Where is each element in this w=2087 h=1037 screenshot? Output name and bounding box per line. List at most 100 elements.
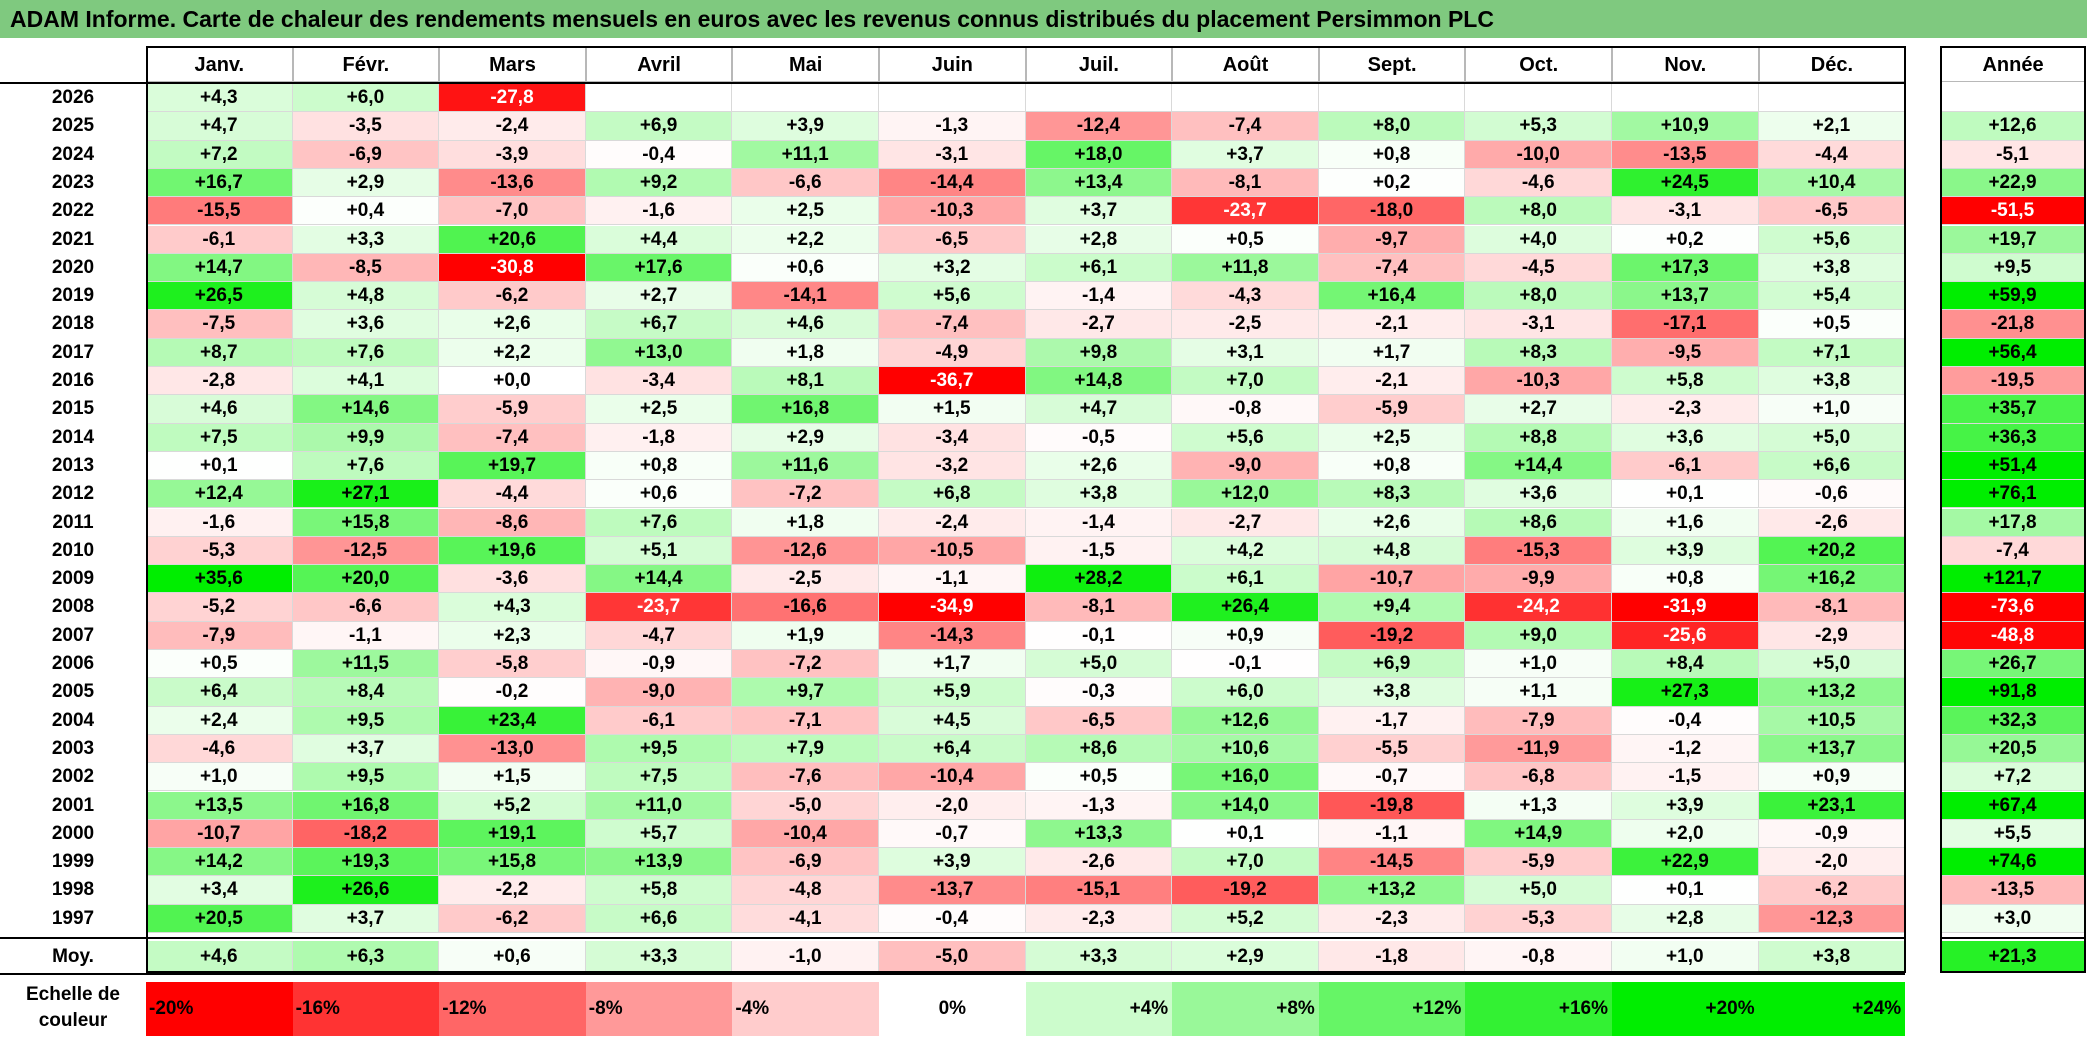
- heatmap-cell: -12,6: [732, 536, 879, 566]
- month-header: Août: [1172, 46, 1319, 82]
- heatmap-cell: -6,8: [1465, 763, 1612, 792]
- heatmap-cell: -4,6: [1465, 168, 1612, 198]
- heatmap-cell: +5,6: [1172, 423, 1319, 452]
- heatmap-cell: +2,7: [1465, 395, 1612, 424]
- heatmap-cell: -4,3: [1172, 282, 1319, 311]
- heatmap-cell: +13,0: [585, 338, 733, 367]
- average-divider-top: [0, 937, 1906, 939]
- heatmap-cell: +11,6: [732, 451, 879, 481]
- heatmap-cell: +1,5: [439, 763, 586, 792]
- heatmap-cell: -6,1: [1612, 451, 1759, 481]
- heatmap-cell: +3,8: [1025, 480, 1173, 509]
- heatmap-cell: +14,4: [585, 565, 733, 594]
- heatmap-cell: +1,0: [146, 763, 293, 792]
- heatmap-cell: +28,2: [1025, 565, 1173, 594]
- year-label: 2023: [51, 171, 95, 193]
- heatmap-cell: +9,5: [585, 734, 733, 764]
- heatmap-cell: -13,6: [439, 168, 586, 198]
- heatmap-cell: -27,8: [439, 84, 586, 113]
- heatmap-cell: -6,6: [732, 168, 879, 198]
- heatmap-cell: +20,6: [439, 225, 586, 254]
- annual-cell: +19,7: [1940, 225, 2086, 254]
- heatmap-cell: +1,3: [1465, 791, 1612, 820]
- annual-cell: +32,3: [1940, 706, 2086, 735]
- heatmap-cell: -5,9: [1465, 848, 1612, 877]
- heatmap-cell: +10,5: [1758, 706, 1906, 735]
- heatmap-cell: +10,9: [1612, 112, 1759, 141]
- heatmap-cell: +3,2: [879, 253, 1026, 283]
- heatmap-cell: +13,7: [1758, 734, 1906, 764]
- heatmap-cell: -23,7: [585, 593, 733, 622]
- heatmap-cell: +5,8: [585, 876, 733, 905]
- heatmap-cell: [1465, 84, 1612, 113]
- heatmap-cell: -1,1: [1318, 819, 1466, 849]
- heatmap-cell: +6,6: [1758, 451, 1906, 481]
- heatmap-cell: -2,9: [1758, 621, 1906, 650]
- heatmap-cell: -0,7: [879, 819, 1026, 849]
- heatmap-cell: +20,5: [146, 904, 293, 933]
- annual-cell: +26,7: [1940, 650, 2086, 679]
- heatmap-cell: +1,1: [1465, 678, 1612, 707]
- heatmap-cell: [1172, 84, 1319, 113]
- heatmap-cell: +1,7: [879, 650, 1026, 679]
- average-cell: +4,6: [146, 941, 293, 973]
- annual-cell: -19,5: [1940, 367, 2086, 396]
- year-label: 2015: [51, 398, 95, 420]
- month-header: Sept.: [1318, 46, 1466, 82]
- heatmap-cell: [1025, 84, 1173, 113]
- heatmap-cell: -10,4: [879, 763, 1026, 792]
- year-label: 2010: [51, 539, 95, 561]
- heatmap-cell: +5,0: [1758, 650, 1906, 679]
- color-scale-label: Echelle de couleur: [26, 984, 120, 1031]
- heatmap-cell: +5,6: [879, 282, 1026, 311]
- heatmap-cell: +9,7: [732, 678, 879, 707]
- heatmap-cell: -1,3: [1025, 791, 1173, 820]
- heatmap-cell: -15,1: [1025, 876, 1173, 905]
- heatmap-cell: +5,9: [879, 678, 1026, 707]
- annual-cell: -21,8: [1940, 310, 2086, 339]
- year-label: 2003: [51, 737, 95, 759]
- average-cell: +3,8: [1758, 941, 1906, 973]
- heatmap-cell: +5,2: [439, 791, 586, 820]
- heatmap-cell: +0,9: [1172, 621, 1319, 650]
- year-label: 2011: [52, 511, 94, 533]
- heatmap-cell: +3,1: [1172, 338, 1319, 367]
- heatmap-cell: -1,5: [1612, 763, 1759, 792]
- heatmap-cell: -0,4: [1612, 706, 1759, 735]
- heatmap-cell: +2,9: [732, 423, 879, 452]
- heatmap-cell: +5,3: [1465, 112, 1612, 141]
- average-cell: +0,6: [439, 941, 586, 973]
- heatmap-cell: +14,6: [292, 395, 440, 424]
- heatmap-cell: -11,9: [1465, 734, 1612, 764]
- heatmap-cell: -13,7: [879, 876, 1026, 905]
- heatmap-cell: +4,6: [146, 395, 293, 424]
- color-scale-swatch: +16%: [1465, 982, 1612, 1036]
- heatmap-cell: -7,5: [146, 310, 293, 339]
- annual-cell: +121,7: [1940, 565, 2086, 594]
- heatmap-cell: +0,1: [1172, 819, 1319, 849]
- heatmap-cell: -4,8: [732, 876, 879, 905]
- month-header: Juil.: [1025, 46, 1173, 82]
- heatmap-cell: +4,1: [292, 367, 440, 396]
- heatmap-cell: +6,4: [146, 678, 293, 707]
- heatmap-cell: +14,2: [146, 848, 293, 877]
- annual-cell: -7,4: [1940, 536, 2086, 566]
- heatmap-cell: +14,0: [1172, 791, 1319, 820]
- heatmap-cell: -6,5: [879, 225, 1026, 254]
- heatmap-cell: +9,9: [292, 423, 440, 452]
- heatmap-cell: +3,7: [1025, 197, 1173, 226]
- heatmap-cell: -7,4: [1172, 112, 1319, 141]
- heatmap-cell: -2,3: [1025, 904, 1173, 933]
- heatmap-cell: +6,9: [585, 112, 733, 141]
- heatmap-cell: +4,3: [146, 84, 293, 113]
- heatmap-cell: +16,0: [1172, 763, 1319, 792]
- heatmap-cell: +7,1: [1758, 338, 1906, 367]
- heatmap-cell: +0,8: [1318, 140, 1466, 169]
- year-label: 2025: [51, 115, 95, 137]
- heatmap-cell: +26,6: [292, 876, 440, 905]
- year-label: 1999: [51, 851, 95, 873]
- heatmap-cell: -7,2: [732, 480, 879, 509]
- heatmap-cell: +14,7: [146, 253, 293, 283]
- heatmap-cell: +16,4: [1318, 282, 1466, 311]
- heatmap-cell: +8,7: [146, 338, 293, 367]
